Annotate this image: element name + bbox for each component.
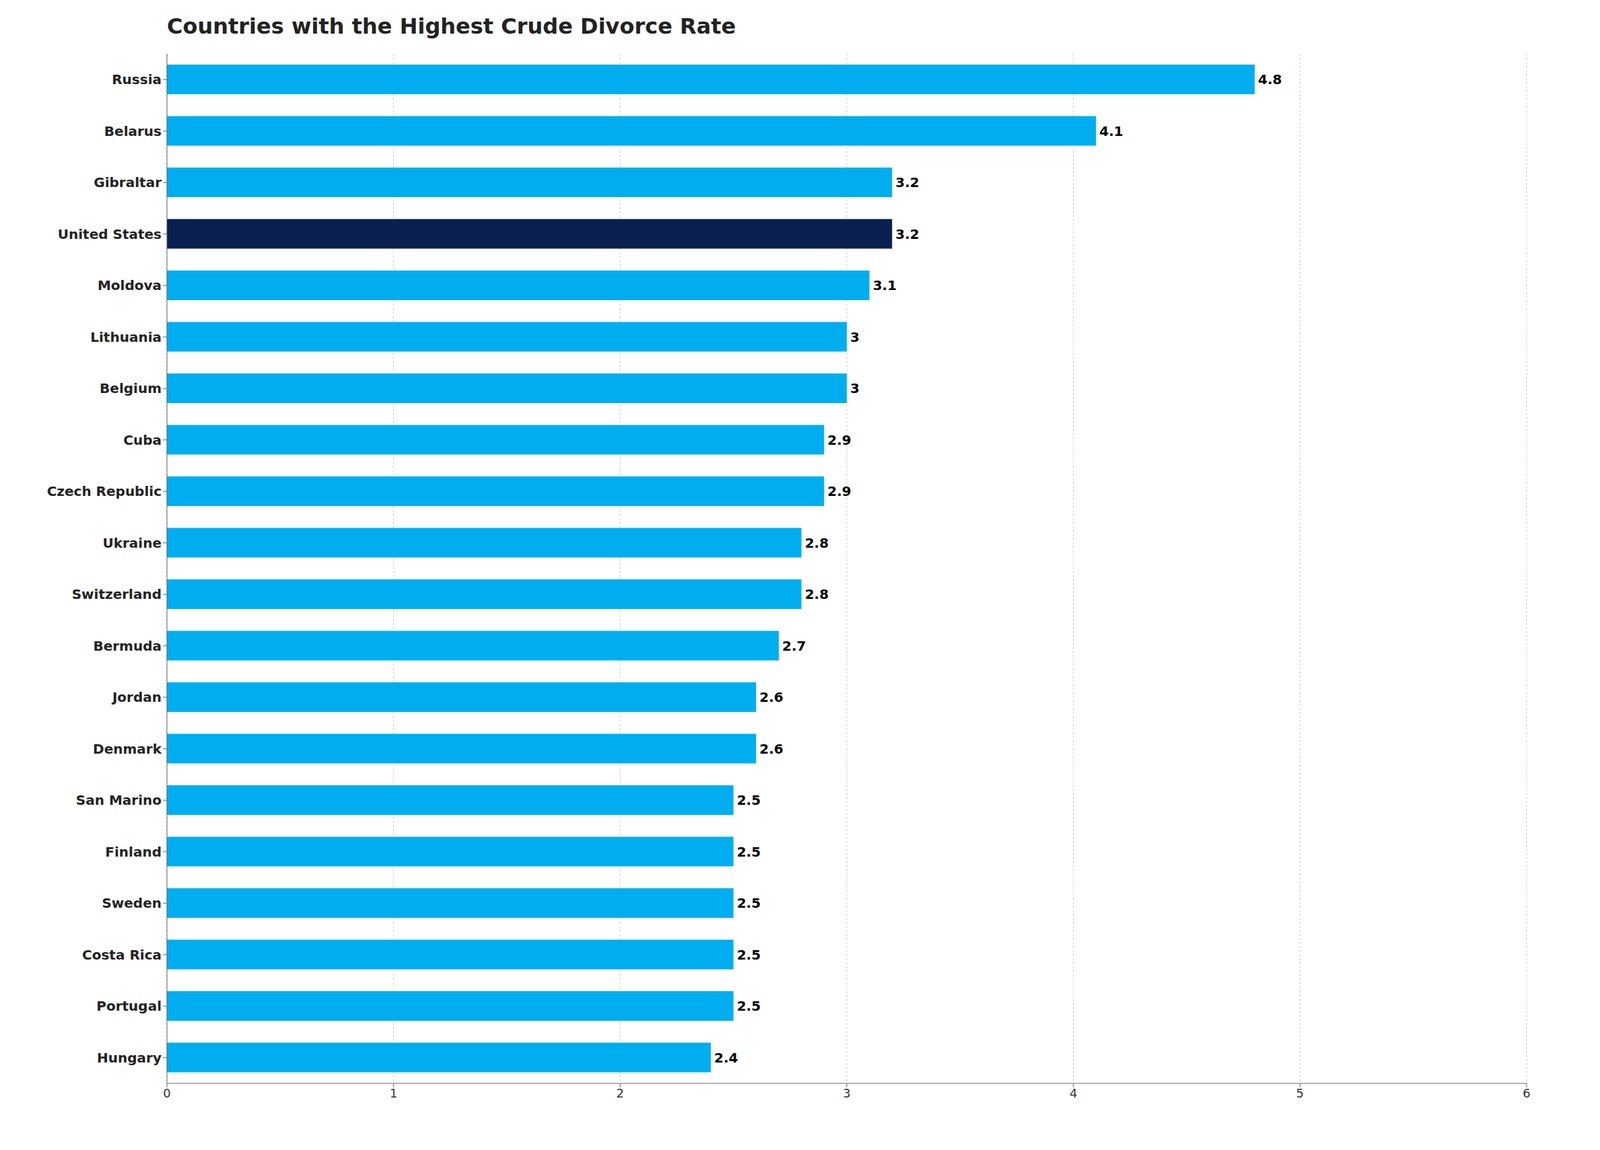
svg-text:2.9: 2.9 [827, 432, 851, 449]
svg-text:1: 1 [389, 1086, 398, 1101]
svg-text:2.5: 2.5 [737, 895, 761, 912]
svg-text:2: 2 [616, 1086, 624, 1101]
svg-text:3.2: 3.2 [895, 226, 919, 243]
svg-text:6: 6 [1522, 1086, 1530, 1101]
svg-text:San Marino: San Marino [76, 792, 162, 809]
svg-text:3: 3 [850, 329, 860, 346]
svg-text:United States: United States [57, 226, 162, 243]
svg-text:Cuba: Cuba [123, 432, 162, 449]
svg-text:3: 3 [842, 1086, 851, 1101]
svg-text:Jordan: Jordan [111, 689, 162, 706]
svg-text:Hungary: Hungary [96, 1050, 162, 1067]
svg-text:2.6: 2.6 [759, 689, 783, 706]
svg-text:Bermuda: Bermuda [92, 638, 162, 655]
svg-text:Lithuania: Lithuania [90, 329, 162, 346]
svg-text:0: 0 [162, 1086, 171, 1101]
svg-text:3.2: 3.2 [895, 174, 919, 191]
svg-text:2.8: 2.8 [805, 586, 829, 603]
svg-text:4.1: 4.1 [1099, 123, 1123, 140]
svg-text:Switzerland: Switzerland [72, 586, 162, 603]
svg-text:Denmark: Denmark [92, 741, 163, 758]
svg-text:2.5: 2.5 [737, 998, 761, 1015]
svg-text:2.7: 2.7 [782, 638, 806, 655]
svg-text:3: 3 [850, 380, 860, 397]
svg-text:2.5: 2.5 [737, 947, 761, 964]
svg-text:Ukraine: Ukraine [102, 535, 162, 552]
svg-text:2.5: 2.5 [737, 844, 761, 861]
svg-text:2.5: 2.5 [737, 792, 761, 809]
html-text:Countries with the Highest Cru: Countries with the Highest Crude Divorce… [166, 13, 736, 40]
svg-text:Portugal: Portugal [96, 998, 162, 1015]
svg-text:2.8: 2.8 [805, 535, 829, 552]
svg-text:Finland: Finland [105, 844, 162, 861]
svg-text:Moldova: Moldova [97, 277, 162, 294]
svg-text:Gibraltar: Gibraltar [93, 174, 162, 191]
svg-text:4.8: 4.8 [1258, 71, 1282, 88]
svg-text:Sweden: Sweden [101, 895, 162, 912]
svg-text:Belarus: Belarus [104, 123, 162, 140]
svg-text:3.1: 3.1 [873, 277, 897, 294]
svg-text:Czech Republic: Czech Republic [47, 483, 162, 500]
svg-text:5: 5 [1296, 1086, 1304, 1101]
svg-text:Costa Rica: Costa Rica [82, 947, 162, 964]
svg-text:2.6: 2.6 [759, 741, 783, 758]
svg-text:4: 4 [1069, 1086, 1077, 1101]
svg-text:Russia: Russia [111, 71, 162, 88]
svg-text:2.9: 2.9 [827, 483, 851, 500]
svg-text:Belgium: Belgium [99, 380, 162, 397]
svg-text:2.4: 2.4 [714, 1050, 738, 1067]
